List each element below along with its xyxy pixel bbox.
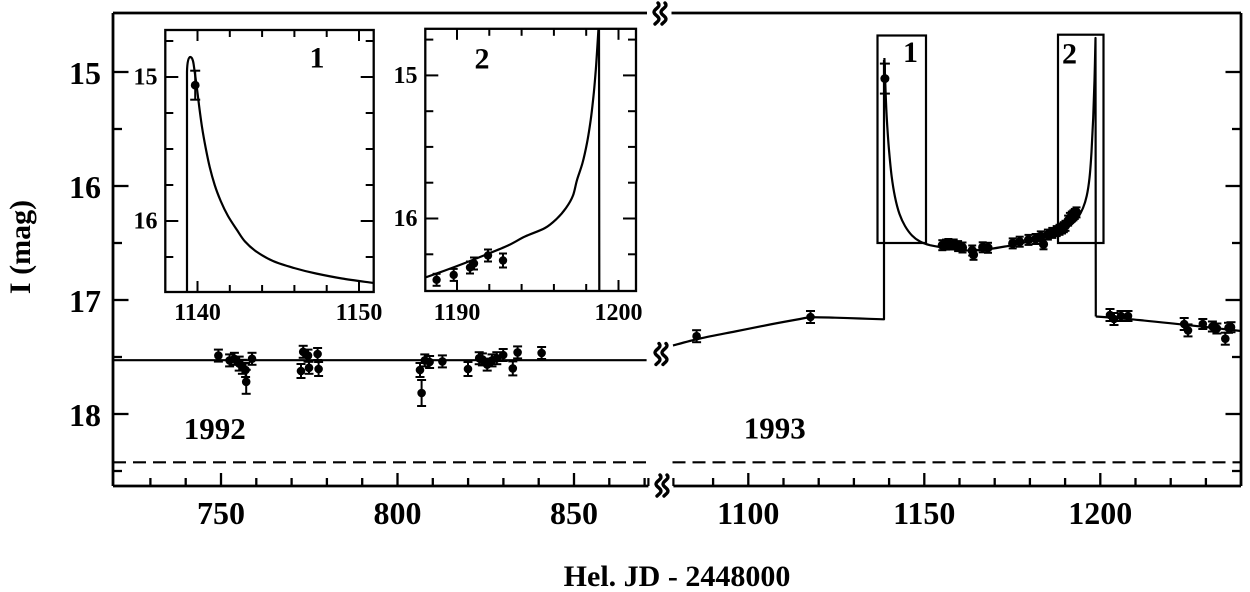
svg-text:I (mag): I (mag): [4, 200, 37, 294]
svg-text:1140: 1140: [174, 300, 221, 326]
svg-text:1190: 1190: [434, 300, 481, 326]
svg-text:15: 15: [394, 63, 418, 89]
svg-text:17: 17: [69, 283, 101, 319]
svg-text:18: 18: [69, 397, 101, 433]
svg-text:1: 1: [310, 42, 325, 75]
svg-text:800: 800: [374, 495, 422, 531]
svg-text:16: 16: [69, 169, 101, 205]
svg-text:1993: 1993: [744, 411, 806, 446]
svg-text:750: 750: [197, 495, 245, 531]
svg-text:2: 2: [1062, 38, 1077, 71]
svg-text:850: 850: [550, 495, 598, 531]
svg-text:15: 15: [69, 55, 101, 91]
svg-text:Hel. JD - 2448000: Hel. JD - 2448000: [564, 560, 791, 592]
svg-text:16: 16: [394, 206, 418, 232]
svg-text:1200: 1200: [595, 300, 643, 326]
svg-text:1992: 1992: [184, 411, 246, 446]
svg-text:1150: 1150: [893, 495, 955, 531]
svg-text:1100: 1100: [717, 495, 779, 531]
svg-text:1: 1: [903, 36, 918, 69]
svg-text:1150: 1150: [336, 300, 383, 326]
svg-text:15: 15: [134, 65, 158, 91]
svg-text:16: 16: [134, 209, 158, 235]
svg-text:2: 2: [475, 43, 490, 76]
svg-text:1200: 1200: [1068, 495, 1132, 531]
